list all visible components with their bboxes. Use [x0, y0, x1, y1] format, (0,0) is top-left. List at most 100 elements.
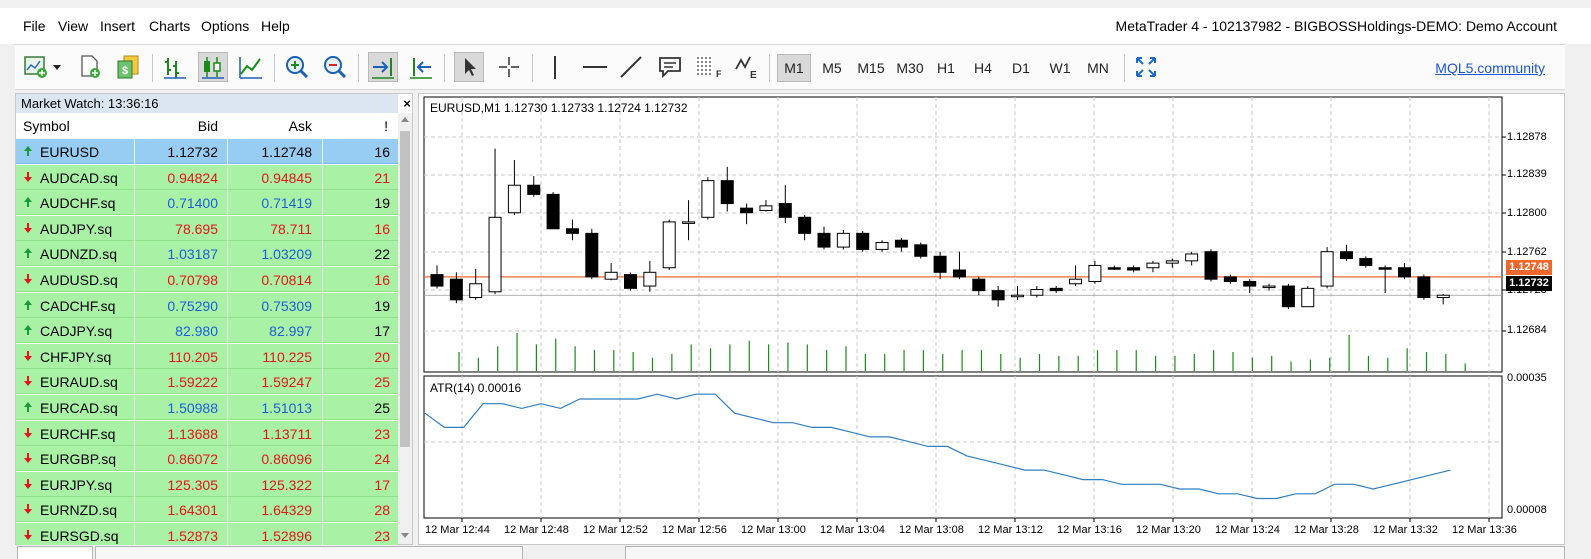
- candle-body: [585, 232, 599, 278]
- scroll-down-icon[interactable]: [401, 533, 409, 538]
- timeframe-m1-button[interactable]: M1: [777, 54, 811, 82]
- cursor-button[interactable]: [454, 52, 484, 82]
- candle-body: [1146, 262, 1160, 269]
- menu-charts[interactable]: Charts: [149, 18, 191, 34]
- table-row[interactable]: AUDJPY.sq 78.695 78.711 16: [16, 215, 398, 241]
- market-watch-scrollbar[interactable]: [398, 113, 412, 544]
- column-ask[interactable]: Ask: [288, 118, 312, 134]
- table-row[interactable]: AUDCHF.sq 0.71400 0.71419 19: [16, 190, 398, 216]
- table-row[interactable]: EURAUD.sq 1.59222 1.59247 25: [16, 369, 398, 395]
- table-row[interactable]: EURGBP.sq 0.86072 0.86096 24: [16, 446, 398, 472]
- table-row[interactable]: EURUSD 1.12732 1.12748 16: [16, 139, 398, 164]
- table-row[interactable]: AUDNZD.sq 1.03187 1.03209 22: [16, 241, 398, 267]
- column-bid[interactable]: Bid: [197, 118, 218, 134]
- window-title: MetaTrader 4 - 102137982 - BIGBOSSHoldin…: [1115, 18, 1557, 34]
- vertical-line-button[interactable]: [540, 52, 570, 82]
- table-row[interactable]: EURSGD.sq 1.52873 1.52896 23: [16, 523, 398, 548]
- bottom-tab-chart[interactable]: [625, 546, 1565, 559]
- line-chart-button[interactable]: [236, 52, 266, 82]
- ask-cell: 110.225: [262, 348, 312, 365]
- new-chart-button[interactable]: [21, 52, 51, 82]
- time-axis-label: 12 Mar 13:24: [1215, 524, 1280, 536]
- candle-body: [1011, 294, 1024, 298]
- spread-cell: 19: [374, 297, 390, 314]
- table-row[interactable]: EURJPY.sq 125.305 125.322 17: [16, 471, 398, 497]
- atr-axis-top: 0.00035: [1507, 372, 1547, 384]
- candle-body: [1204, 251, 1218, 280]
- fibonacci-button[interactable]: F: [693, 52, 723, 82]
- table-row[interactable]: AUDCAD.sq 0.94824 0.94845 21: [16, 164, 398, 190]
- elliott-button[interactable]: E: [731, 52, 761, 82]
- bid-cell: 0.86072: [167, 451, 218, 468]
- chart-header: EURUSD,M1 1.12730 1.12733 1.12724 1.1273…: [430, 101, 688, 115]
- ask-cell: 1.59247: [261, 374, 312, 391]
- chart-shift-button[interactable]: [406, 52, 436, 82]
- timeframe-mn-button[interactable]: MN: [1087, 60, 1109, 76]
- timeframe-m30-button[interactable]: M30: [896, 60, 924, 76]
- bid-cell: 0.71400: [167, 195, 218, 212]
- horizontal-line-button[interactable]: [580, 52, 610, 82]
- money-icon: $: [117, 55, 139, 79]
- arrow-down-icon: [24, 376, 32, 387]
- menu-help[interactable]: Help: [261, 18, 290, 34]
- bottom-tab-symbols[interactable]: [17, 546, 93, 559]
- new-order-button[interactable]: [75, 52, 105, 82]
- ask-cell: 125.322: [261, 476, 312, 493]
- text-label-button[interactable]: [655, 52, 685, 82]
- menu-view[interactable]: View: [58, 18, 89, 34]
- spread-cell: 19: [374, 195, 390, 212]
- table-row[interactable]: EURNZD.sq 1.64301 1.64329 28: [16, 497, 398, 523]
- arrow-down-icon: [24, 274, 32, 284]
- zoom-in-button[interactable]: [282, 52, 312, 82]
- table-row[interactable]: EURCAD.sq 1.50988 1.51013 25: [16, 395, 398, 420]
- menu-insert[interactable]: Insert: [100, 18, 136, 34]
- scroll-up-icon[interactable]: [401, 117, 409, 122]
- crosshair-icon: [499, 57, 519, 77]
- candle-body: [952, 269, 966, 278]
- column-symbol[interactable]: Symbol: [23, 118, 70, 134]
- bid-cell: 1.52873: [167, 528, 218, 544]
- menu-file[interactable]: File: [23, 18, 46, 34]
- table-row[interactable]: CHFJPY.sq 110.205 110.225 20: [16, 343, 398, 369]
- symbol-cell: EURUSD: [40, 144, 100, 160]
- table-row[interactable]: CADCHF.sq 0.75290 0.75309 19: [16, 292, 398, 318]
- timeframe-h4-button[interactable]: H4: [974, 60, 992, 76]
- zoom-out-button[interactable]: [320, 52, 350, 82]
- timeframe-w1-button[interactable]: W1: [1049, 60, 1071, 76]
- table-row[interactable]: AUDUSD.sq 0.70798 0.70814 16: [16, 267, 398, 292]
- table-row[interactable]: CADJPY.sq 82.980 82.997 17: [16, 318, 398, 344]
- time-axis-label: 12 Mar 12:52: [583, 524, 648, 536]
- chart-window[interactable]: EURUSD,M1 1.12730 1.12733 1.12724 1.1273…: [418, 93, 1565, 545]
- bottom-tab-window[interactable]: [95, 546, 523, 559]
- scroll-thumb[interactable]: [400, 131, 410, 447]
- mql5-community-link[interactable]: MQL5.community: [1435, 60, 1545, 76]
- ask-price-tag: 1.12748: [1506, 260, 1552, 275]
- menu-options[interactable]: Options: [201, 18, 250, 34]
- table-row[interactable]: EURCHF.sq 1.13688 1.13711 23: [16, 420, 398, 446]
- ask-cell: 1.13711: [262, 425, 312, 442]
- candle-body: [604, 271, 618, 280]
- price-chart[interactable]: [419, 94, 1564, 544]
- trendline-button[interactable]: [616, 52, 646, 82]
- close-icon[interactable]: ×: [403, 96, 411, 111]
- timeframe-m5-button[interactable]: M5: [822, 60, 842, 76]
- crosshair-button[interactable]: [494, 52, 524, 82]
- candle-body: [1107, 267, 1121, 270]
- timeframe-h1-button[interactable]: H1: [937, 60, 955, 76]
- market-watch-button[interactable]: $: [113, 52, 143, 82]
- bid-cell: 1.59222: [167, 374, 218, 391]
- fullscreen-button[interactable]: [1131, 52, 1161, 82]
- new-chart-dropdown-icon[interactable]: [53, 65, 61, 70]
- bar-chart-button[interactable]: [160, 52, 190, 82]
- symbol-cell: AUDUSD.sq: [40, 272, 118, 288]
- horizontal-line-icon: [583, 66, 607, 68]
- candle-body: [701, 180, 715, 218]
- timeframe-d1-button[interactable]: D1: [1012, 60, 1030, 76]
- candlestick-button[interactable]: [198, 52, 228, 82]
- candle-body: [914, 244, 928, 257]
- ask-cell: 1.51013: [261, 400, 312, 416]
- column-spread[interactable]: !: [384, 118, 388, 134]
- autoscroll-button[interactable]: [368, 52, 398, 82]
- ask-cell: 0.75309: [261, 297, 312, 314]
- timeframe-m15-button[interactable]: M15: [857, 60, 885, 76]
